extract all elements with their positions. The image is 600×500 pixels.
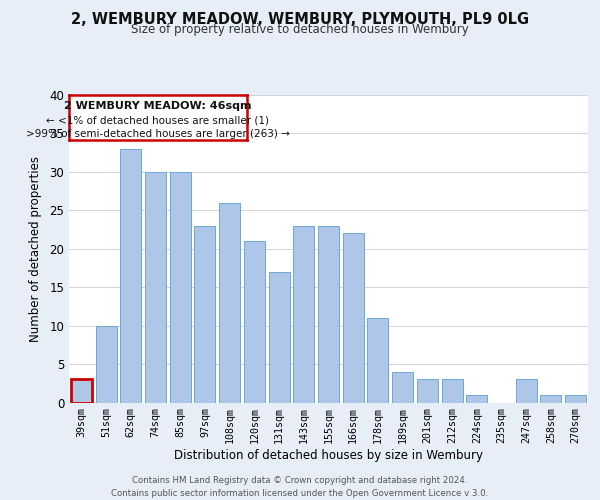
Bar	[194, 226, 215, 402]
Bar	[244, 241, 265, 402]
Bar	[269, 272, 290, 402]
Bar	[71, 380, 92, 402]
Bar	[145, 172, 166, 402]
Bar	[541, 395, 562, 402]
X-axis label: Distribution of detached houses by size in Wembury: Distribution of detached houses by size …	[174, 449, 483, 462]
Bar	[343, 234, 364, 402]
Bar	[219, 202, 240, 402]
Bar	[565, 395, 586, 402]
Y-axis label: Number of detached properties: Number of detached properties	[29, 156, 43, 342]
Bar	[71, 380, 92, 402]
Bar	[293, 226, 314, 402]
Bar	[170, 172, 191, 402]
Bar	[392, 372, 413, 402]
Bar	[516, 380, 537, 402]
Text: Contains public sector information licensed under the Open Government Licence v : Contains public sector information licen…	[112, 489, 488, 498]
Text: Size of property relative to detached houses in Wembury: Size of property relative to detached ho…	[131, 24, 469, 36]
Bar	[417, 380, 438, 402]
Bar	[95, 326, 116, 402]
Text: Contains HM Land Registry data © Crown copyright and database right 2024.: Contains HM Land Registry data © Crown c…	[132, 476, 468, 485]
Bar	[466, 395, 487, 402]
Bar	[442, 380, 463, 402]
Text: 2, WEMBURY MEADOW, WEMBURY, PLYMOUTH, PL9 0LG: 2, WEMBURY MEADOW, WEMBURY, PLYMOUTH, PL…	[71, 12, 529, 28]
Bar	[367, 318, 388, 402]
Bar	[120, 149, 141, 403]
Bar	[318, 226, 339, 402]
